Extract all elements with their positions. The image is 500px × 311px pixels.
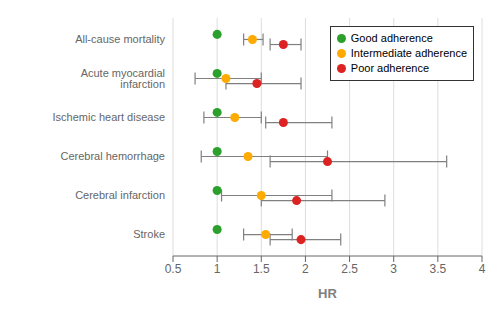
svg-text:2: 2: [302, 262, 309, 276]
svg-text:Ischemic heart disease: Ischemic heart disease: [53, 111, 166, 123]
svg-text:Acute myocardialinfarction: Acute myocardialinfarction: [81, 67, 165, 90]
svg-text:4: 4: [479, 262, 486, 276]
html-text:Intermediate adherence: Intermediate adherence: [350, 47, 467, 59]
svg-text:Cerebral hemorrhage: Cerebral hemorrhage: [60, 150, 165, 162]
svg-text:Cerebral infarction: Cerebral infarction: [75, 189, 165, 201]
svg-text:All-cause mortality: All-cause mortality: [75, 33, 165, 45]
svg-text:HR: HR: [318, 286, 337, 301]
html-text:Poor adherence: Poor adherence: [350, 62, 430, 74]
svg-text:Stroke: Stroke: [133, 228, 165, 240]
svg-text:1.5: 1.5: [253, 262, 270, 276]
svg-text:3.5: 3.5: [430, 262, 447, 276]
svg-text:1: 1: [214, 262, 221, 276]
svg-text:0.5: 0.5: [165, 262, 182, 276]
svg-text:2.5: 2.5: [341, 262, 358, 276]
svg-text:3: 3: [390, 262, 397, 276]
html-text:Good adherence: Good adherence: [350, 32, 433, 44]
